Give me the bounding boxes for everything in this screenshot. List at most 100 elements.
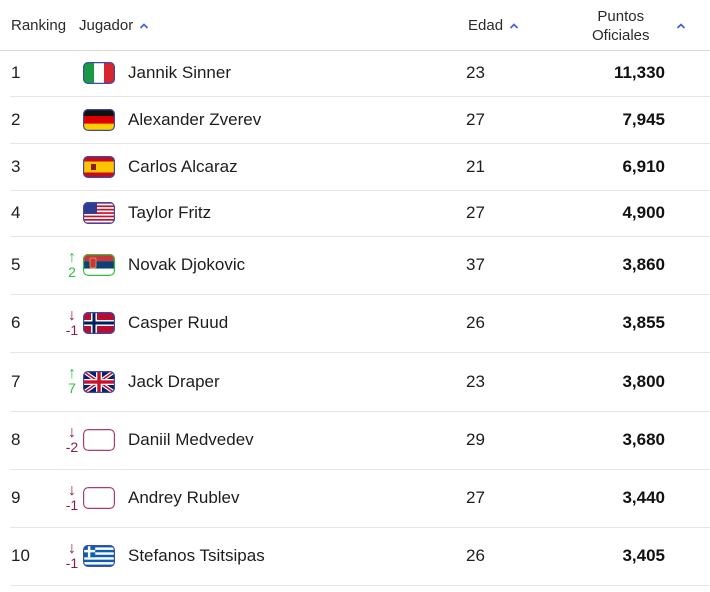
flag-cell bbox=[83, 352, 115, 411]
rank-change-value: 2 bbox=[68, 263, 76, 280]
rank-movement: ↑ 2 bbox=[62, 236, 82, 294]
player-points: 3,440 bbox=[622, 488, 665, 507]
rank-movement: ↓ -1 bbox=[62, 527, 82, 585]
chevron-up-icon bbox=[676, 23, 686, 29]
table-row[interactable]: 3 Carlos Alcaraz 21 6,910 bbox=[10, 143, 710, 191]
rank-number: 6 bbox=[11, 313, 21, 332]
player-name[interactable]: Taylor Fritz bbox=[128, 203, 212, 222]
player-points: 3,855 bbox=[622, 313, 665, 332]
table-row[interactable]: 4 Taylor Fritz 27 4,900 bbox=[10, 190, 710, 237]
flag-cell bbox=[83, 143, 115, 190]
header-ranking[interactable]: Ranking bbox=[11, 17, 66, 34]
player-name[interactable]: Alexander Zverev bbox=[128, 109, 262, 129]
rank-movement: ↓ -1 bbox=[62, 294, 82, 352]
player-age: 29 bbox=[466, 430, 485, 449]
player-age: 27 bbox=[466, 488, 485, 507]
header-player-label: Jugador bbox=[79, 17, 134, 34]
player-name[interactable]: Andrey Rublev bbox=[128, 488, 240, 507]
table-row[interactable]: 7 ↑ 7 Jack Draper 23 3,800 bbox=[10, 352, 710, 412]
header-player[interactable]: Jugador bbox=[79, 17, 149, 34]
header-points[interactable]: Puntos Oficiales bbox=[592, 7, 692, 45]
player-points: 3,680 bbox=[622, 430, 665, 449]
arrow-down-icon: ↓ bbox=[68, 423, 76, 441]
usa-flag-icon bbox=[83, 202, 115, 224]
table-row[interactable]: 5 ↑ 2 Novak Djokovic 37 3,860 bbox=[10, 236, 710, 295]
player-points: 6,910 bbox=[622, 156, 665, 176]
flag-cell bbox=[83, 236, 115, 294]
player-age: 26 bbox=[466, 546, 485, 565]
chevron-up-icon bbox=[509, 22, 519, 29]
player-name[interactable]: Novak Djokovic bbox=[128, 255, 246, 274]
header-age-label: Edad bbox=[468, 17, 504, 34]
rank-number: 7 bbox=[11, 371, 21, 391]
blank-flag-icon bbox=[83, 487, 115, 509]
flag-cell bbox=[83, 96, 115, 143]
flag-cell bbox=[83, 469, 115, 527]
flag-cell bbox=[83, 50, 115, 96]
player-points: 3,860 bbox=[622, 255, 665, 274]
rank-change-value: -2 bbox=[65, 438, 79, 455]
player-name[interactable]: Jack Draper bbox=[128, 371, 220, 391]
table-row[interactable]: 2 Alexander Zverev 27 7,945 bbox=[10, 96, 710, 144]
player-points: 3,800 bbox=[622, 371, 665, 391]
player-age: 23 bbox=[466, 63, 485, 82]
rank-movement: ↑ 7 bbox=[62, 352, 82, 411]
chevron-up-icon bbox=[140, 22, 149, 29]
rank-change-value: -1 bbox=[65, 554, 79, 571]
player-points: 7,945 bbox=[622, 109, 665, 129]
flag-cell bbox=[83, 527, 115, 585]
player-name[interactable]: Casper Ruud bbox=[128, 313, 229, 332]
player-name[interactable]: Stefanos Tsitsipas bbox=[128, 546, 265, 565]
rank-change-value: -1 bbox=[65, 321, 79, 338]
serbia-flag-icon bbox=[83, 254, 115, 276]
italy-flag-icon bbox=[83, 62, 115, 84]
table-row[interactable]: 8 ↓ -2 Daniil Medvedev 29 3,680 bbox=[10, 411, 710, 470]
flag-cell bbox=[83, 411, 115, 469]
header-points-line1: Puntos bbox=[597, 8, 645, 25]
rank-change-value: -1 bbox=[65, 496, 79, 513]
rank-number: 1 bbox=[11, 63, 21, 82]
player-age: 37 bbox=[466, 255, 485, 274]
flag-cell bbox=[83, 294, 115, 352]
header-age[interactable]: Edad bbox=[468, 17, 519, 34]
rank-number: 5 bbox=[11, 255, 21, 274]
greece-flag-icon bbox=[83, 545, 115, 567]
player-name[interactable]: Jannik Sinner bbox=[128, 63, 232, 82]
player-age: 23 bbox=[466, 371, 485, 391]
player-name[interactable]: Daniil Medvedev bbox=[128, 430, 254, 449]
table-row[interactable]: 1 Jannik Sinner 23 11,330 bbox=[10, 50, 710, 97]
rank-movement: ↓ -1 bbox=[62, 469, 82, 527]
rank-number: 3 bbox=[11, 156, 21, 176]
arrow-down-icon: ↓ bbox=[68, 306, 76, 324]
player-age: 26 bbox=[466, 313, 485, 332]
germany-flag-icon bbox=[83, 108, 115, 131]
rank-number: 4 bbox=[11, 203, 21, 222]
table-header: Ranking Jugador Edad Puntos Oficiales bbox=[0, 0, 710, 51]
table-row[interactable]: 9 ↓ -1 Andrey Rublev 27 3,440 bbox=[10, 469, 710, 528]
arrow-up-icon: ↑ bbox=[68, 365, 76, 382]
rank-change-value: 7 bbox=[68, 380, 76, 396]
player-age: 27 bbox=[466, 109, 485, 129]
player-age: 27 bbox=[466, 203, 485, 222]
player-points: 3,405 bbox=[622, 546, 665, 565]
player-points: 4,900 bbox=[622, 203, 665, 222]
flag-cell bbox=[83, 190, 115, 236]
arrow-up-icon: ↑ bbox=[68, 248, 76, 266]
rank-movement: ↓ -2 bbox=[62, 411, 82, 469]
header-ranking-label: Ranking bbox=[11, 17, 67, 34]
rank-number: 8 bbox=[11, 430, 21, 449]
norway-flag-icon bbox=[83, 312, 115, 334]
blank-flag-icon bbox=[83, 429, 115, 451]
table-row[interactable]: 6 ↓ -1 Casper Ruud 26 3,855 bbox=[10, 294, 710, 353]
table-row[interactable]: 10 ↓ -1 Stefanos Tsitsipas 26 3,405 bbox=[10, 527, 710, 586]
rank-number: 10 bbox=[11, 546, 30, 565]
rank-number: 9 bbox=[11, 488, 21, 507]
spain-flag-icon bbox=[83, 155, 115, 178]
header-points-line2: Oficiales bbox=[592, 27, 650, 44]
arrow-down-icon: ↓ bbox=[68, 539, 76, 557]
player-name[interactable]: Carlos Alcaraz bbox=[128, 156, 238, 176]
arrow-down-icon: ↓ bbox=[68, 481, 76, 499]
uk-flag-icon bbox=[83, 370, 115, 393]
player-points: 11,330 bbox=[613, 63, 665, 82]
player-age: 21 bbox=[466, 156, 485, 176]
